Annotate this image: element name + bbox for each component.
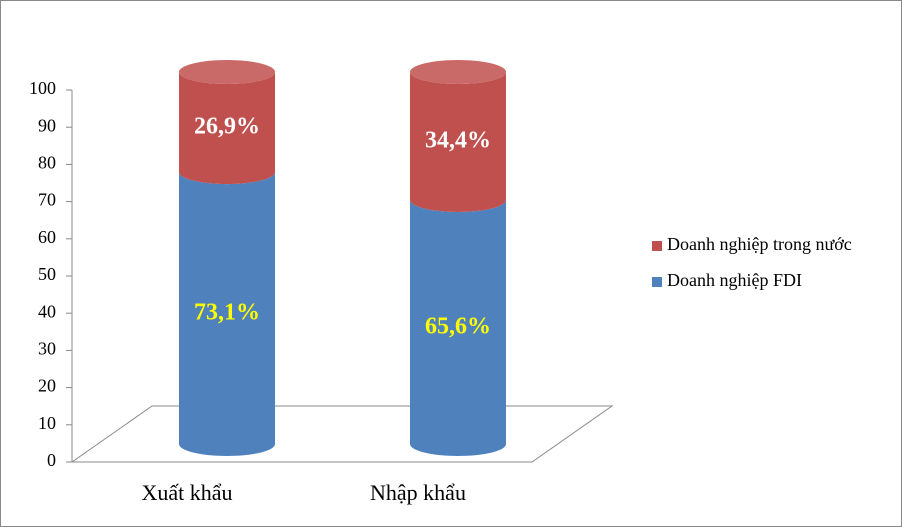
floor xyxy=(70,405,614,463)
y-tick-label: 70 xyxy=(38,190,56,210)
cylinder-segment xyxy=(179,172,275,456)
cylinder-top xyxy=(410,60,506,84)
y-tick-label: 30 xyxy=(38,339,56,359)
y-tick-label: 20 xyxy=(38,376,56,396)
y-tick-label: 80 xyxy=(38,153,56,173)
y-tick-label: 50 xyxy=(38,264,56,284)
legend-swatch xyxy=(652,241,662,251)
x-tick-label: Xuất khẩu xyxy=(141,480,232,505)
cylinder-segment xyxy=(410,72,506,212)
legend-swatch xyxy=(652,277,662,287)
data-label: 26,9% xyxy=(194,114,260,140)
cylinder-segment xyxy=(410,199,506,456)
data-label: 34,4% xyxy=(425,127,491,153)
y-tick-label: 60 xyxy=(38,227,56,247)
y-tick-label: 90 xyxy=(38,115,56,135)
legend-label: Doanh nghiệp trong nước xyxy=(667,234,852,254)
legend-label: Doanh nghiệp FDI xyxy=(667,270,802,290)
x-tick-label: Nhập khẩu xyxy=(370,480,466,505)
y-tick-label: 10 xyxy=(38,413,56,433)
cylinder-segment xyxy=(179,72,275,185)
cylinder-top xyxy=(179,60,275,84)
data-label: 73,1% xyxy=(194,300,260,326)
data-label: 65,6% xyxy=(425,313,491,339)
y-tick-label: 0 xyxy=(47,450,56,470)
y-tick-label: 100 xyxy=(29,78,56,98)
y-tick-label: 40 xyxy=(38,301,56,321)
